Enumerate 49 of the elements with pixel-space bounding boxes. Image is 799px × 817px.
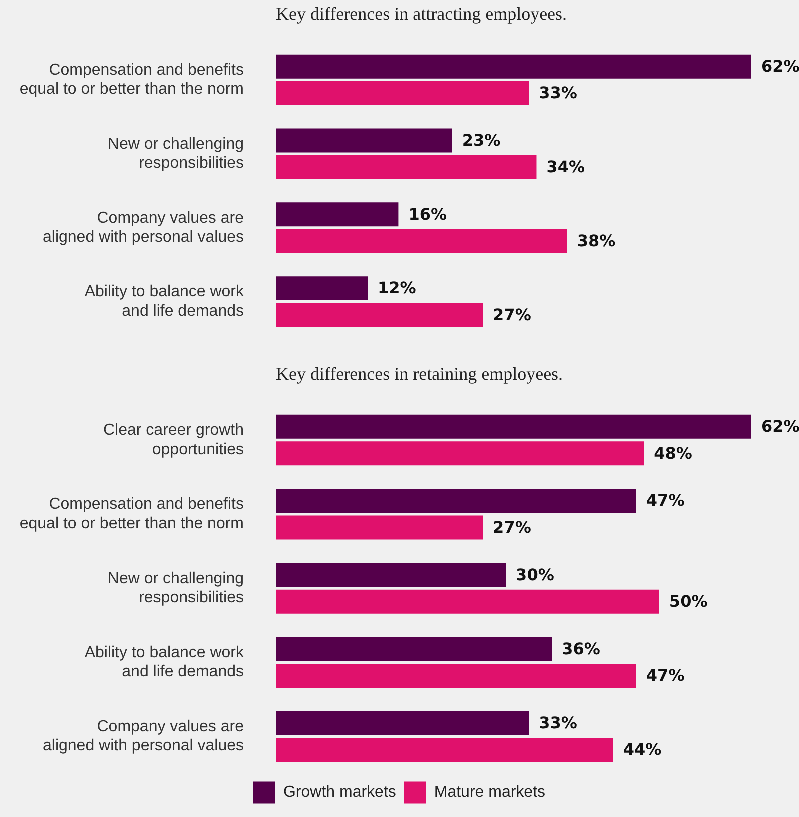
- bar: [276, 155, 537, 180]
- chart-title: Key differences in retaining employees.: [276, 364, 564, 385]
- y-tick-label: Ability to balance work and life demands: [84, 284, 245, 320]
- chart-title: Key differences in attracting employees.: [276, 4, 568, 25]
- bar: [276, 303, 484, 328]
- y-tick-label: Ability to balance work and life demands: [84, 644, 245, 681]
- y-tick-label: Company values are aligned with personal values: [42, 210, 244, 246]
- bar: [276, 516, 484, 540]
- data-label: 47%: [646, 666, 685, 686]
- bar: [276, 54, 752, 79]
- data-label: 12%: [378, 278, 416, 298]
- y-tick-label: Compensation and benefits equal to or better than the norm: [20, 62, 244, 98]
- bar: [276, 637, 552, 662]
- y-tick-label: Company values are aligned with personal values: [42, 718, 244, 755]
- data-label: 48%: [654, 444, 692, 463]
- bar: [276, 128, 452, 153]
- bar: [276, 276, 368, 301]
- y-tick-label: Compensation and benefits equal to or better than the norm: [20, 496, 244, 532]
- bar: [276, 414, 752, 439]
- data-label: 30%: [516, 565, 554, 584]
- bar: [276, 81, 530, 106]
- data-label: 33%: [539, 84, 578, 103]
- data-label: 16%: [408, 204, 447, 224]
- data-label: 62%: [761, 57, 799, 76]
- y-tick-label: Clear career growth opportunities: [104, 422, 244, 458]
- bar: [276, 738, 614, 762]
- bar: [276, 202, 399, 227]
- bar: [276, 590, 660, 614]
- legend-label: Growth markets: [283, 784, 396, 802]
- legend-label: Mature markets: [434, 784, 546, 802]
- data-label: 62%: [761, 417, 799, 436]
- data-label: 36%: [562, 639, 600, 658]
- data-label: 47%: [646, 491, 685, 510]
- data-label: 23%: [462, 130, 501, 150]
- bar: [276, 664, 636, 688]
- bar: [276, 229, 568, 254]
- y-tick-label: New or challenging responsibilities: [108, 136, 244, 172]
- data-label: 44%: [623, 740, 662, 760]
- data-label: 33%: [539, 714, 578, 733]
- bar: [276, 563, 506, 588]
- bar: [276, 489, 636, 514]
- y-tick-label: New or challenging responsibilities: [108, 570, 244, 607]
- data-label: 27%: [493, 518, 532, 537]
- bar: [276, 442, 644, 466]
- data-label: 38%: [577, 231, 616, 250]
- bar: [276, 711, 530, 736]
- data-label: 34%: [546, 158, 586, 177]
- data-label: 27%: [493, 305, 532, 324]
- data-label: 50%: [669, 592, 708, 611]
